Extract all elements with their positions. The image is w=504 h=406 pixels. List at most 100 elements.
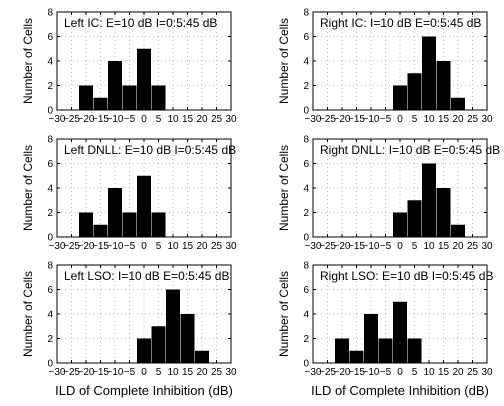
- x-tick-label: 20: [452, 241, 464, 252]
- x-tick-label: 10: [423, 241, 435, 252]
- x-tick-label: −30: [305, 367, 322, 378]
- histogram-bar: [137, 175, 151, 237]
- x-tick-label: −30: [305, 241, 322, 252]
- x-tick-label: −5: [124, 367, 136, 378]
- x-tick-label: 25: [467, 114, 479, 125]
- x-tick-label: 15: [182, 114, 194, 125]
- x-tick-label: 10: [423, 367, 435, 378]
- x-tick-label: −10: [363, 241, 380, 252]
- y-tick-label: 6: [47, 32, 53, 43]
- x-tick-label: −5: [124, 114, 136, 125]
- y-axis-label: Number of Cells: [277, 18, 291, 104]
- x-tick-label: −20: [334, 367, 351, 378]
- y-tick-label: 0: [303, 106, 309, 117]
- x-tick-label: −10: [363, 114, 380, 125]
- panel-label: Right LSO: E=10 dB I=0:5:45 dB: [320, 269, 493, 283]
- y-tick-label: 0: [47, 233, 53, 244]
- y-tick-label: 8: [303, 135, 309, 146]
- x-tick-label: 0: [141, 114, 147, 125]
- histogram-bar: [79, 212, 93, 237]
- x-tick-label: 30: [481, 367, 493, 378]
- x-tick-label: −30: [49, 114, 66, 125]
- histogram-bar: [195, 350, 209, 363]
- y-tick-label: 6: [47, 285, 53, 296]
- x-tick-label: −25: [319, 367, 336, 378]
- y-tick-label: 2: [303, 334, 309, 345]
- x-tick-label: 15: [438, 241, 450, 252]
- y-tick-label: 4: [47, 184, 53, 195]
- x-tick-label: 20: [452, 367, 464, 378]
- histogram-bar: [393, 85, 407, 110]
- x-tick-label: 5: [156, 114, 162, 125]
- x-tick-label: −5: [380, 241, 392, 252]
- x-tick-label: 25: [467, 241, 479, 252]
- histogram-bar: [407, 338, 422, 363]
- x-tick-label: −25: [319, 114, 336, 125]
- x-tick-label: 5: [156, 367, 162, 378]
- x-tick-label: −15: [348, 114, 365, 125]
- x-tick-label: −20: [78, 367, 95, 378]
- histogram-bar: [122, 85, 137, 110]
- histogram-bar: [335, 338, 349, 363]
- y-tick-label: 2: [303, 81, 309, 92]
- x-tick-label: −10: [107, 241, 124, 252]
- histogram-bar: [151, 326, 166, 363]
- histogram-bar: [122, 212, 137, 237]
- x-tick-label: −30: [49, 241, 66, 252]
- panel-label: Left DNLL: E=10 dB I=0:5:45 dB: [64, 143, 236, 157]
- x-tick-label: −10: [107, 367, 124, 378]
- x-tick-label: 30: [481, 241, 493, 252]
- x-tick-label: 15: [182, 367, 194, 378]
- histogram-bar: [364, 314, 378, 363]
- histogram-bar: [393, 301, 407, 363]
- histogram-bar: [93, 224, 108, 237]
- x-tick-label: −15: [92, 114, 109, 125]
- y-tick-label: 8: [303, 261, 309, 272]
- x-tick-label: 20: [196, 367, 208, 378]
- y-tick-label: 8: [47, 261, 53, 272]
- histogram-bar: [151, 212, 166, 237]
- x-tick-label: 15: [182, 241, 194, 252]
- panel-label: Left IC: E=10 dB I=0:5:45 dB: [64, 16, 217, 30]
- x-tick-label: −20: [334, 241, 351, 252]
- histogram-bar: [451, 97, 465, 110]
- histogram-bar: [349, 350, 364, 363]
- x-tick-label: −20: [78, 241, 95, 252]
- y-tick-label: 2: [47, 334, 53, 345]
- x-tick-label: −25: [319, 241, 336, 252]
- x-tick-label: −30: [49, 367, 66, 378]
- y-tick-label: 2: [47, 208, 53, 219]
- x-tick-label: 0: [141, 241, 147, 252]
- x-tick-label: −20: [78, 114, 95, 125]
- x-tick-label: −30: [305, 114, 322, 125]
- histogram-bar: [451, 224, 465, 237]
- x-axis-label: ILD of Complete Inhibition (dB): [55, 383, 233, 398]
- x-tick-label: 25: [211, 367, 223, 378]
- y-tick-label: 8: [303, 8, 309, 19]
- y-axis-label: Number of Cells: [21, 145, 35, 231]
- y-axis-label: Number of Cells: [21, 271, 35, 357]
- histogram-bar: [79, 85, 93, 110]
- x-tick-label: 25: [211, 114, 223, 125]
- y-tick-label: 0: [47, 359, 53, 370]
- histogram-bar: [436, 61, 451, 110]
- y-tick-label: 2: [47, 81, 53, 92]
- histogram-bar: [93, 97, 108, 110]
- x-tick-label: −10: [363, 367, 380, 378]
- y-tick-label: 4: [303, 57, 309, 68]
- y-tick-label: 4: [303, 310, 309, 321]
- x-tick-label: 25: [467, 367, 479, 378]
- x-tick-label: −25: [63, 241, 80, 252]
- x-tick-label: 5: [156, 241, 162, 252]
- histogram-bar: [137, 48, 151, 110]
- x-tick-label: 20: [196, 114, 208, 125]
- x-tick-label: 10: [423, 114, 435, 125]
- histogram-bar: [407, 200, 422, 237]
- y-tick-label: 0: [303, 233, 309, 244]
- x-tick-label: −15: [92, 241, 109, 252]
- y-tick-label: 0: [303, 359, 309, 370]
- x-tick-label: 5: [412, 367, 418, 378]
- histogram-bar: [180, 314, 195, 363]
- histogram-bar: [407, 73, 422, 110]
